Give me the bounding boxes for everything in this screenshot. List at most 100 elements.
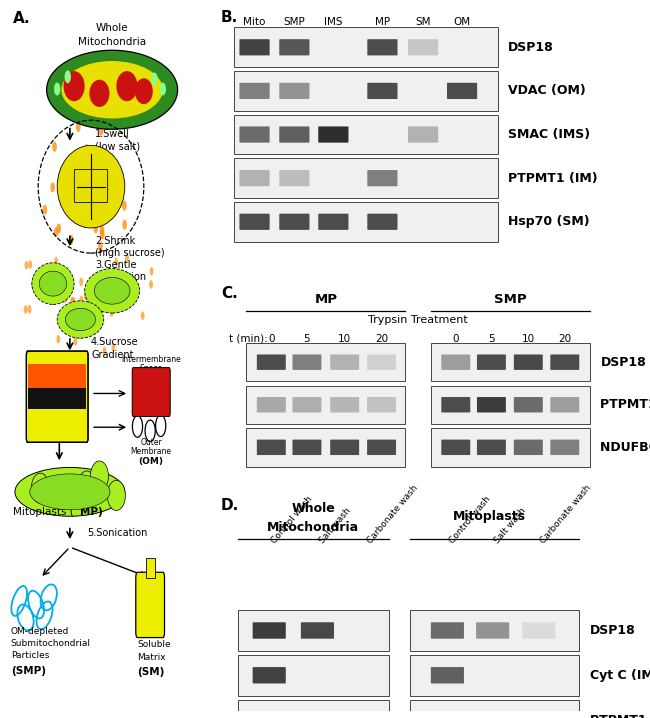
- FancyBboxPatch shape: [253, 623, 286, 639]
- FancyBboxPatch shape: [367, 83, 398, 99]
- Ellipse shape: [124, 300, 128, 309]
- Text: PTPMT1 (IM): PTPMT1 (IM): [590, 714, 650, 718]
- FancyBboxPatch shape: [431, 386, 590, 424]
- FancyBboxPatch shape: [280, 126, 309, 143]
- Ellipse shape: [66, 176, 71, 186]
- Ellipse shape: [99, 154, 103, 164]
- FancyBboxPatch shape: [441, 439, 470, 455]
- FancyBboxPatch shape: [431, 343, 590, 381]
- Text: (Mito): (Mito): [93, 52, 131, 62]
- FancyBboxPatch shape: [476, 712, 509, 718]
- FancyBboxPatch shape: [74, 169, 108, 202]
- Text: Mitochondria: Mitochondria: [267, 521, 359, 534]
- FancyBboxPatch shape: [136, 572, 164, 638]
- Ellipse shape: [114, 272, 118, 281]
- Ellipse shape: [84, 144, 89, 154]
- Ellipse shape: [15, 467, 125, 516]
- FancyBboxPatch shape: [238, 699, 389, 718]
- Ellipse shape: [84, 292, 88, 300]
- FancyBboxPatch shape: [441, 397, 470, 412]
- Text: Whole: Whole: [96, 23, 129, 33]
- FancyBboxPatch shape: [27, 351, 88, 442]
- Ellipse shape: [149, 280, 153, 289]
- Bar: [146, 558, 155, 578]
- FancyBboxPatch shape: [301, 623, 334, 639]
- Ellipse shape: [79, 296, 83, 304]
- Text: PTPMT1 (IM): PTPMT1 (IM): [508, 172, 598, 185]
- Ellipse shape: [112, 281, 116, 289]
- Text: OM-depleted: OM-depleted: [10, 627, 69, 636]
- Text: 10: 10: [522, 334, 535, 344]
- FancyBboxPatch shape: [239, 39, 270, 55]
- Ellipse shape: [151, 73, 157, 85]
- FancyBboxPatch shape: [233, 27, 498, 67]
- Text: Space: Space: [140, 363, 162, 373]
- FancyBboxPatch shape: [253, 712, 286, 718]
- Ellipse shape: [24, 305, 27, 314]
- Text: (SMP): (SMP): [10, 666, 46, 676]
- Ellipse shape: [52, 141, 57, 151]
- Text: (low salt): (low salt): [95, 141, 140, 151]
- Text: (SM): (SM): [138, 667, 165, 677]
- Ellipse shape: [94, 277, 130, 304]
- FancyBboxPatch shape: [330, 439, 359, 455]
- FancyBboxPatch shape: [349, 712, 382, 718]
- FancyBboxPatch shape: [367, 39, 398, 55]
- Text: Mitoplasts: Mitoplasts: [453, 510, 526, 523]
- Ellipse shape: [60, 276, 64, 285]
- FancyBboxPatch shape: [514, 397, 543, 412]
- Ellipse shape: [50, 182, 55, 192]
- FancyBboxPatch shape: [280, 39, 309, 55]
- FancyBboxPatch shape: [551, 439, 579, 455]
- Text: 20: 20: [375, 334, 388, 344]
- Text: 3.Gentle: 3.Gentle: [95, 260, 136, 270]
- Ellipse shape: [99, 225, 104, 236]
- FancyBboxPatch shape: [246, 428, 406, 467]
- Ellipse shape: [84, 269, 140, 313]
- FancyBboxPatch shape: [239, 170, 270, 186]
- Text: B.: B.: [221, 10, 239, 25]
- FancyBboxPatch shape: [447, 83, 477, 99]
- Ellipse shape: [79, 278, 83, 286]
- FancyBboxPatch shape: [514, 355, 543, 370]
- Text: MP): MP): [81, 507, 103, 517]
- FancyBboxPatch shape: [431, 667, 464, 684]
- FancyBboxPatch shape: [410, 610, 579, 651]
- Ellipse shape: [77, 212, 82, 222]
- Text: 5.Sonication: 5.Sonication: [87, 528, 147, 538]
- FancyBboxPatch shape: [318, 214, 348, 230]
- Text: DSP18: DSP18: [601, 355, 646, 368]
- Text: VDAC (OM): VDAC (OM): [508, 85, 586, 98]
- Ellipse shape: [57, 301, 104, 338]
- Text: 10: 10: [338, 334, 351, 344]
- Ellipse shape: [150, 267, 153, 276]
- Text: Hsp70 (SM): Hsp70 (SM): [508, 215, 590, 228]
- Text: (OM): (OM): [138, 457, 164, 467]
- Text: Control wash: Control wash: [269, 495, 314, 546]
- FancyBboxPatch shape: [318, 126, 348, 143]
- Ellipse shape: [39, 271, 67, 296]
- FancyBboxPatch shape: [280, 170, 309, 186]
- Ellipse shape: [27, 305, 31, 314]
- Ellipse shape: [73, 337, 77, 345]
- Ellipse shape: [103, 347, 107, 355]
- Text: Mito: Mito: [243, 17, 266, 27]
- Ellipse shape: [57, 223, 61, 233]
- Text: 1.Swell: 1.Swell: [95, 129, 130, 139]
- FancyBboxPatch shape: [257, 355, 286, 370]
- Ellipse shape: [57, 145, 125, 228]
- Ellipse shape: [68, 200, 72, 210]
- Text: Outer: Outer: [140, 438, 162, 447]
- Text: Trypsin Treatment: Trypsin Treatment: [368, 314, 468, 325]
- Ellipse shape: [64, 70, 71, 83]
- FancyBboxPatch shape: [257, 397, 286, 412]
- Text: 20: 20: [558, 334, 571, 344]
- Text: Salt wash: Salt wash: [317, 506, 352, 546]
- Text: Salt wash: Salt wash: [493, 506, 528, 546]
- FancyBboxPatch shape: [477, 439, 506, 455]
- Ellipse shape: [54, 227, 58, 237]
- FancyBboxPatch shape: [74, 169, 108, 202]
- Ellipse shape: [90, 80, 109, 107]
- Text: C.: C.: [221, 286, 238, 301]
- FancyBboxPatch shape: [367, 355, 396, 370]
